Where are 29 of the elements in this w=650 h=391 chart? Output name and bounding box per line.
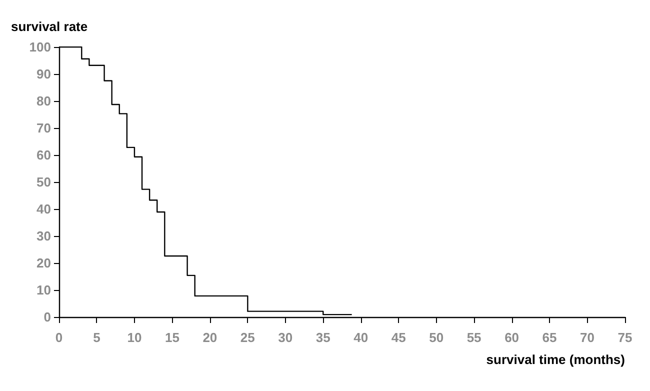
x-tick-label: 55 [466, 330, 482, 345]
x-tick-label: 65 [542, 330, 557, 345]
x-tick-label: 60 [504, 330, 520, 345]
y-tick-label: 0 [44, 310, 51, 324]
y-tick-label: 10 [36, 282, 51, 298]
y-tick-label: 30 [36, 228, 51, 244]
x-tick-label: 30 [278, 330, 293, 345]
x-tick-label: 10 [127, 330, 142, 345]
y-tick-label: 40 [36, 202, 51, 216]
x-tick-label: 45 [391, 330, 406, 345]
y-tick-label: 100 [29, 40, 51, 54]
y-tick-label: 50 [36, 174, 51, 190]
x-tick-label: 40 [354, 330, 368, 345]
x-tick-label: 20 [202, 330, 218, 345]
y-tick-label: 70 [36, 120, 51, 136]
y-tick-label: 80 [36, 94, 51, 108]
x-axis-title: survival time (months) [486, 352, 625, 367]
x-tick-label: 70 [580, 330, 594, 345]
y-tick-label: 90 [36, 66, 51, 82]
x-tick-label: 35 [316, 330, 330, 345]
x-tick-label: 25 [240, 330, 255, 345]
x-tick-label: 0 [55, 330, 63, 345]
y-tick-label: 20 [36, 256, 51, 270]
x-tick-label: 5 [93, 330, 100, 345]
y-tick-label: 60 [36, 148, 51, 162]
x-tick-label: 75 [618, 330, 632, 345]
y-axis-title: survival rate [11, 19, 88, 34]
x-tick-label: 15 [164, 330, 180, 345]
x-tick-label: 50 [429, 330, 444, 345]
